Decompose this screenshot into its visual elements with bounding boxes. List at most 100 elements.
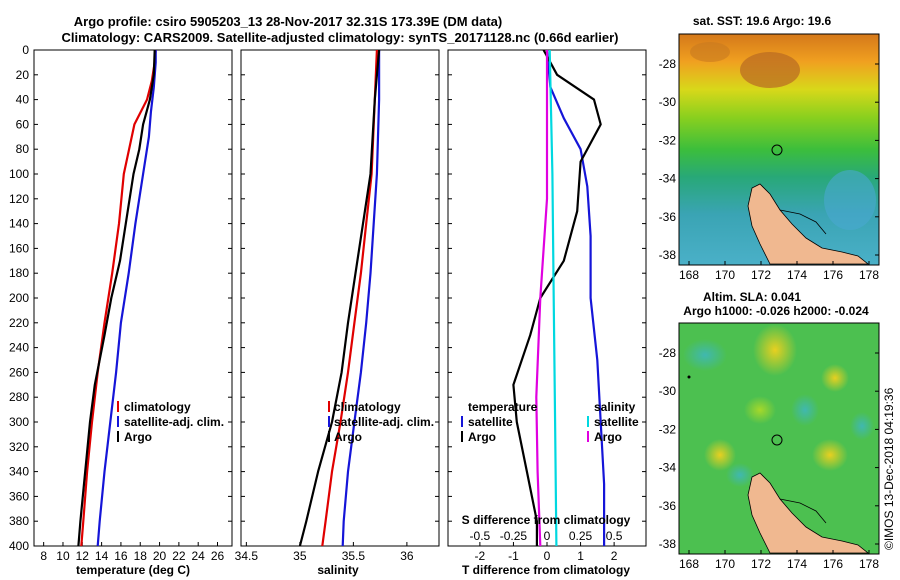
legend-climatology-label: climatology [124, 400, 191, 414]
lat-tick-label: -38 [659, 248, 677, 262]
argo-float-marker [771, 434, 783, 446]
legend-temperature-heading: temperature [468, 400, 538, 414]
depth-tick-label: 180 [9, 266, 29, 280]
lon-tick-label: 176 [823, 557, 843, 571]
lon-tick-label: 172 [751, 557, 771, 571]
x-tick-label-top: 0.25 [569, 529, 593, 543]
depth-tick-label: 140 [9, 217, 29, 231]
salinity-legend: climatology satellite-adj. clim. Argo [328, 400, 434, 444]
sla-low-anomaly [791, 394, 819, 426]
depth-tick-label: 380 [9, 514, 29, 528]
lat-tick-label: -34 [659, 172, 677, 186]
x-tick-label: 22 [172, 549, 186, 563]
temperature-xlabel: temperature (deg C) [76, 563, 190, 577]
depth-tick-label: 280 [9, 390, 29, 404]
legend-s-satellite-label: satellite [594, 415, 639, 429]
lon-tick-label: 174 [787, 268, 807, 282]
series-s-argo [535, 50, 549, 547]
x-tick-label: -2 [475, 549, 486, 563]
sst-cool-patch [824, 170, 876, 230]
temperature-legend: climatology satellite-adj. clim. Argo [117, 400, 224, 444]
figure-title-line2: Climatology: CARS2009. Satellite-adjuste… [61, 30, 618, 45]
series-s-satellite [548, 49, 558, 547]
temperature-plot-frame [33, 49, 233, 547]
depth-tick-label: 300 [9, 415, 29, 429]
coastline-contour [779, 209, 827, 235]
legend-climatology-label: climatology [334, 400, 401, 414]
sla-low-anomaly [850, 412, 874, 440]
x-tick-label: 10 [56, 549, 70, 563]
lat-tick-label: -34 [659, 461, 677, 475]
lon-tick-label: 168 [679, 268, 699, 282]
lon-tick-label: 176 [823, 268, 843, 282]
sst-map-title: sat. SST: 19.6 Argo: 19.6 [693, 14, 832, 28]
argo-float-marker [771, 144, 783, 156]
sla-high-anomaly [812, 439, 848, 471]
salinity-plot-frame [240, 49, 440, 547]
difference-legend-salinity: salinity satellite Argo [587, 400, 639, 444]
sla-high-anomaly [753, 324, 797, 376]
sst-warm-patch [690, 42, 730, 62]
depth-tick-label: 100 [9, 167, 29, 181]
lat-tick-label: -38 [659, 537, 677, 551]
x-tick-label: 16 [114, 549, 128, 563]
sla-high-anomaly [821, 364, 849, 392]
lat-tick-label: -28 [659, 346, 677, 360]
x-tick-label: 35 [293, 549, 307, 563]
depth-tick-label: 40 [16, 93, 30, 107]
salinity-panel: 34.5 35 35.5 36 [235, 49, 414, 563]
map-marker-dot [687, 375, 691, 379]
depth-tick-label: 240 [9, 341, 29, 355]
sst-warm-patch [740, 52, 800, 88]
x-tick-label: 0 [544, 549, 551, 563]
sla-map-frame [678, 322, 880, 555]
lat-tick-label: -28 [659, 57, 677, 71]
sst-map-frame [678, 33, 880, 266]
lat-tick-label: -30 [659, 384, 677, 398]
series-t-satellite [545, 49, 606, 546]
lat-tick-label: -32 [659, 422, 677, 436]
depth-tick-label: 320 [9, 440, 29, 454]
x-tick-label: 1 [577, 549, 584, 563]
lon-tick-label: 174 [787, 557, 807, 571]
depth-tick-label: 160 [9, 241, 29, 255]
sst-map [679, 34, 879, 265]
figure-title-line1: Argo profile: csiro 5905203_13 28-Nov-20… [74, 14, 503, 29]
lon-tick-label: 170 [715, 268, 735, 282]
lat-tick-label: -36 [659, 499, 677, 513]
x-tick-label: 8 [40, 549, 47, 563]
lat-tick-label: -36 [659, 210, 677, 224]
x-tick-label: 36 [400, 549, 414, 563]
depth-tick-label: 220 [9, 316, 29, 330]
sla-low-anomaly [726, 463, 754, 487]
difference-xlabel-top: S difference from climatology [462, 513, 631, 527]
series-climatology [80, 49, 157, 547]
legend-t-argo-label: Argo [468, 430, 496, 444]
depth-tick-label: 400 [9, 539, 29, 553]
series-t-argo [512, 49, 602, 546]
sla-moderate-anomaly [744, 396, 776, 424]
series-argo [298, 49, 381, 547]
difference-legend-temperature: temperature satellite Argo [461, 400, 538, 444]
sla-map [679, 323, 879, 554]
depth-tick-label: 20 [16, 68, 30, 82]
legend-argo-label: Argo [334, 430, 362, 444]
x-tick-label-top: 0 [544, 529, 551, 543]
legend-satellite-label: satellite-adj. clim. [124, 415, 224, 429]
imos-credit: ©IMOS 13-Dec-2018 04:19:36 [882, 387, 896, 550]
legend-satellite-label: satellite-adj. clim. [334, 415, 434, 429]
coastline-contour [779, 498, 827, 524]
series-satellite-adj-clim- [96, 50, 157, 547]
temperature-panel: 8 10 12 14 16 18 20 22 24 26 [40, 49, 225, 563]
series-satellite-adj-clim- [341, 50, 381, 547]
new-zealand-landmass [747, 472, 870, 554]
difference-panel: -2 -1 0 1 2 -0.5 -0.25 0 0.25 0.5 [470, 49, 623, 563]
sla-map-subtitle: Argo h1000: -0.026 h2000: -0.024 [683, 304, 869, 318]
x-tick-label: 24 [192, 549, 206, 563]
legend-s-argo-label: Argo [594, 430, 622, 444]
depth-tick-label: 200 [9, 291, 29, 305]
depth-axis: 0 20 40 60 80 100 120 140 160 180 200 220 240 260 280 3… [9, 43, 646, 553]
depth-tick-label: 360 [9, 489, 29, 503]
depth-tick-label: 260 [9, 365, 29, 379]
